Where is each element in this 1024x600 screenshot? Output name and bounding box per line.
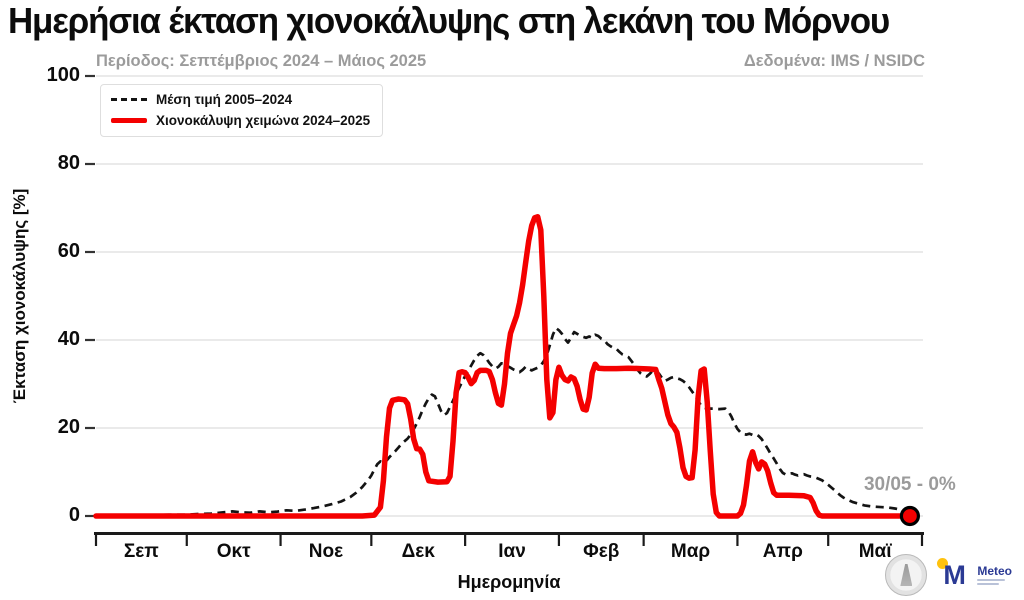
- x-axis-title: Ημερομηνία: [457, 572, 561, 592]
- y-tick-label-0: 0: [68, 504, 80, 526]
- legend-item-mean: Μέση τιμή 2005–2024: [111, 92, 370, 107]
- last-value-annotation: 30/05 - 0%: [863, 474, 956, 495]
- y-tick-label-100: 100: [46, 64, 80, 86]
- y-tick-label-80: 80: [57, 152, 80, 174]
- chart-subtitle-period: Περίοδος: Σεπτέμβριος 2024 – Μάιος 2025: [96, 52, 427, 70]
- legend-item-snow: Χιονοκάλυψη χειμώνα 2024–2025: [111, 113, 370, 128]
- x-tick-label-Οκτ: Οκτ: [216, 541, 251, 562]
- page-title: Ημερήσια έκταση χιονοκάλυψης στη λεκάνη …: [8, 0, 890, 41]
- y-tick-label-40: 40: [57, 328, 80, 350]
- x-tick-label-Σεπ: Σεπ: [123, 541, 159, 562]
- x-tick-label-Μαρ: Μαρ: [670, 541, 711, 562]
- snow-line-sample-icon: [111, 118, 147, 123]
- legend-label-snow: Χιονοκάλυψη χειμώνα 2024–2025: [156, 113, 371, 128]
- x-tick-label-Δεκ: Δεκ: [401, 541, 435, 562]
- meteo-yellow-dot-icon: [937, 558, 949, 569]
- x-tick-label-Απρ: Απρ: [762, 541, 803, 562]
- meteo-m-icon: M: [937, 558, 971, 590]
- meteo-tagline-line1: [977, 579, 1006, 581]
- x-tick-label-Μαϊ: Μαϊ: [858, 541, 892, 562]
- chart-legend: Μέση τιμή 2005–2024 Χιονοκάλυψη χειμώνα …: [100, 84, 384, 137]
- mean-2005-2024-line: [95, 326, 911, 517]
- mean-line-sample-icon: [111, 98, 147, 101]
- meteo-wordmark: Meteo: [977, 564, 1012, 578]
- y-tick-label-60: 60: [57, 240, 80, 262]
- x-tick-label-Ιαν: Ιαν: [498, 541, 526, 562]
- y-tick-label-20: 20: [57, 416, 80, 438]
- university-seal-icon: [885, 554, 928, 596]
- last-day-marker: [899, 505, 920, 527]
- x-tick-label-Φεβ: Φεβ: [583, 541, 620, 562]
- x-tick-label-Νοε: Νοε: [308, 541, 344, 562]
- snow-2024-2025-line: [93, 214, 913, 519]
- footer-logos: M Meteo: [885, 554, 1012, 596]
- chart-data-source: Δεδομένα: IMS / NSIDC: [743, 52, 925, 70]
- meteo-logo: M Meteo: [937, 558, 1012, 590]
- meteo-tagline-line2: [977, 583, 1000, 585]
- legend-label-mean: Μέση τιμή 2005–2024: [156, 92, 293, 107]
